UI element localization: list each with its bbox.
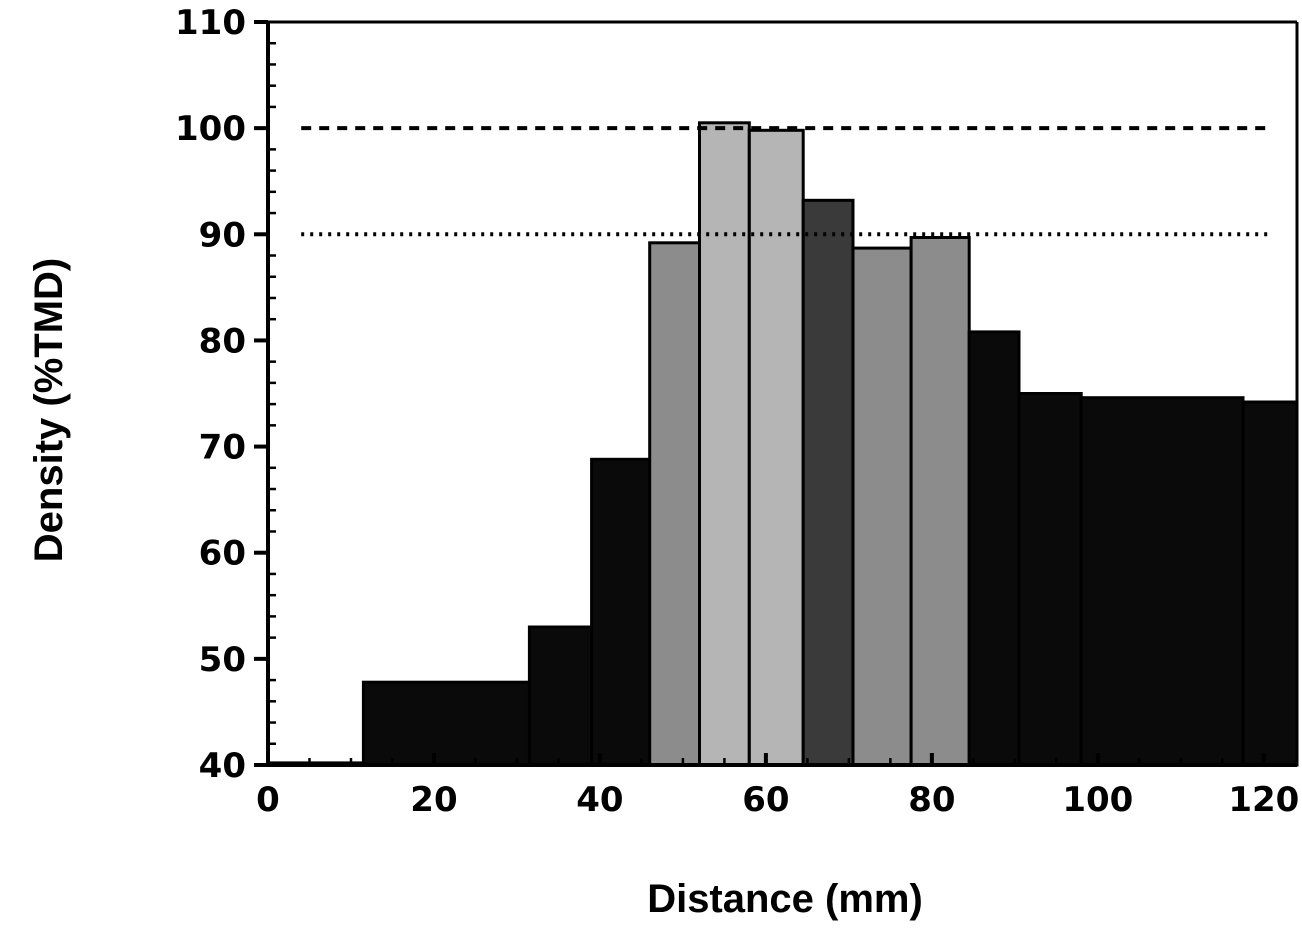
y-tick-label: 100 — [175, 109, 246, 149]
bars-group — [266, 121, 1299, 767]
y-axis-label: Density (%TMD) — [27, 258, 71, 562]
x-tick-label: 60 — [742, 780, 789, 820]
bar-7 — [801, 198, 855, 767]
bar-2 — [527, 625, 594, 767]
bar-9 — [909, 236, 971, 767]
x-tick-label: 20 — [410, 780, 457, 820]
bar-5 — [698, 121, 751, 767]
y-tick-label: 50 — [199, 640, 246, 680]
y-tick-label: 40 — [199, 746, 246, 786]
y-tick-label: 110 — [175, 3, 246, 43]
ticks-group — [254, 20, 1266, 767]
bar-4 — [648, 241, 702, 767]
bar-1 — [361, 680, 531, 767]
y-tick-label: 70 — [199, 428, 246, 468]
y-tick-label: 90 — [199, 215, 246, 255]
bar-10 — [967, 330, 1021, 767]
x-tick-label: 80 — [908, 780, 955, 820]
x-axis-label: Distance (mm) — [647, 877, 923, 921]
x-tick-label: 0 — [256, 780, 280, 820]
y-tick-labels: 40 50 60 70 80 90 100 110 — [175, 3, 246, 786]
axes-group — [256, 20, 1299, 767]
bar-8 — [851, 246, 913, 767]
bar-11 — [1017, 392, 1083, 767]
bar-12 — [1079, 396, 1245, 767]
y-tick-label: 80 — [199, 321, 246, 361]
bar-6 — [747, 128, 805, 767]
bar-3 — [590, 457, 652, 767]
x-tick-label: 100 — [1062, 780, 1133, 820]
x-tick-label: 120 — [1228, 780, 1299, 820]
x-tick-label: 40 — [576, 780, 623, 820]
y-tick-label: 60 — [199, 534, 246, 574]
bar-13 — [1241, 400, 1299, 767]
x-tick-labels: 0 20 40 60 80 100 120 — [256, 780, 1299, 820]
